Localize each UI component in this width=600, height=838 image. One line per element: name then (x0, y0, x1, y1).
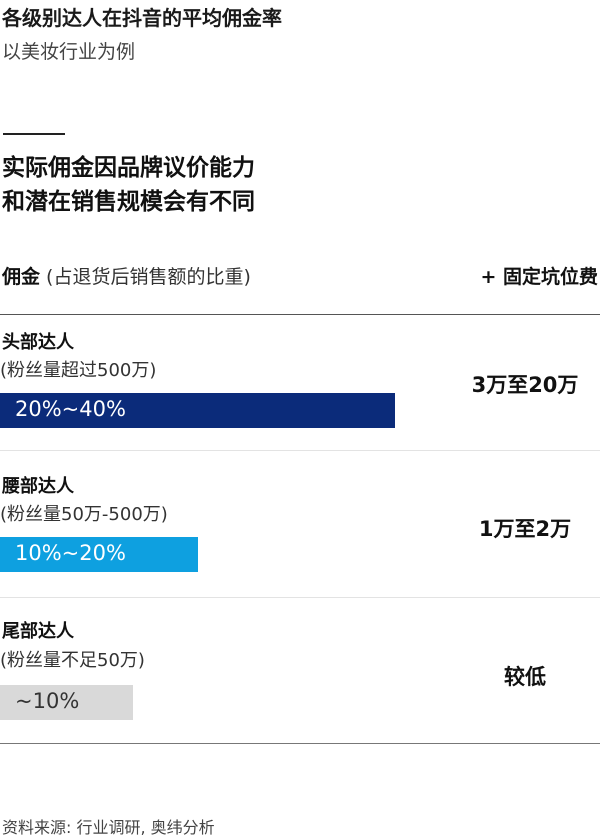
headline-line-2: 和潜在销售规模会有不同 (2, 189, 255, 215)
commission-column-header: 佣金 (占退货后销售额的比重) (2, 262, 251, 289)
header-divider (0, 314, 600, 315)
commission-bar: 20%~40% (0, 393, 395, 428)
chart-title: 各级别达人在抖音的平均佣金率 (2, 6, 282, 30)
bar-data-label: ~10% (15, 689, 80, 713)
accent-divider (3, 133, 65, 135)
tier-follower-range: (粉丝量超过500万) (0, 360, 157, 381)
commission-header-bold: 佣金 (2, 266, 41, 288)
bar-data-label: 10%~20% (15, 541, 126, 565)
tier-follower-range: (粉丝量50万-500万) (0, 504, 168, 525)
headline-line-1: 实际佣金因品牌议价能力 (2, 155, 255, 181)
commission-header-note: (占退货后销售额的比重) (40, 266, 251, 288)
commission-bar: ~10% (0, 685, 133, 720)
source-note: 资料来源: 行业调研, 奥纬分析 (2, 818, 215, 837)
tier-label: 腰部达人 (2, 476, 74, 497)
fixed-fee-value: 1万至2万 (478, 517, 572, 541)
row-divider (0, 597, 600, 598)
fixed-fee-value: 较低 (504, 665, 546, 689)
chart-subtitle: 以美妆行业为例 (2, 41, 136, 63)
tier-follower-range: (粉丝量不足50万) (0, 650, 145, 671)
commission-bar: 10%~20% (0, 537, 198, 572)
row-divider (0, 450, 600, 451)
footer-divider (0, 743, 600, 744)
tier-label: 尾部达人 (2, 621, 74, 642)
fixed-fee-value: 3万至20万 (471, 373, 579, 397)
fixed-fee-column-header: + 固定坑位费 (480, 266, 598, 288)
tier-label: 头部达人 (2, 332, 74, 353)
bar-data-label: 20%~40% (15, 397, 126, 421)
